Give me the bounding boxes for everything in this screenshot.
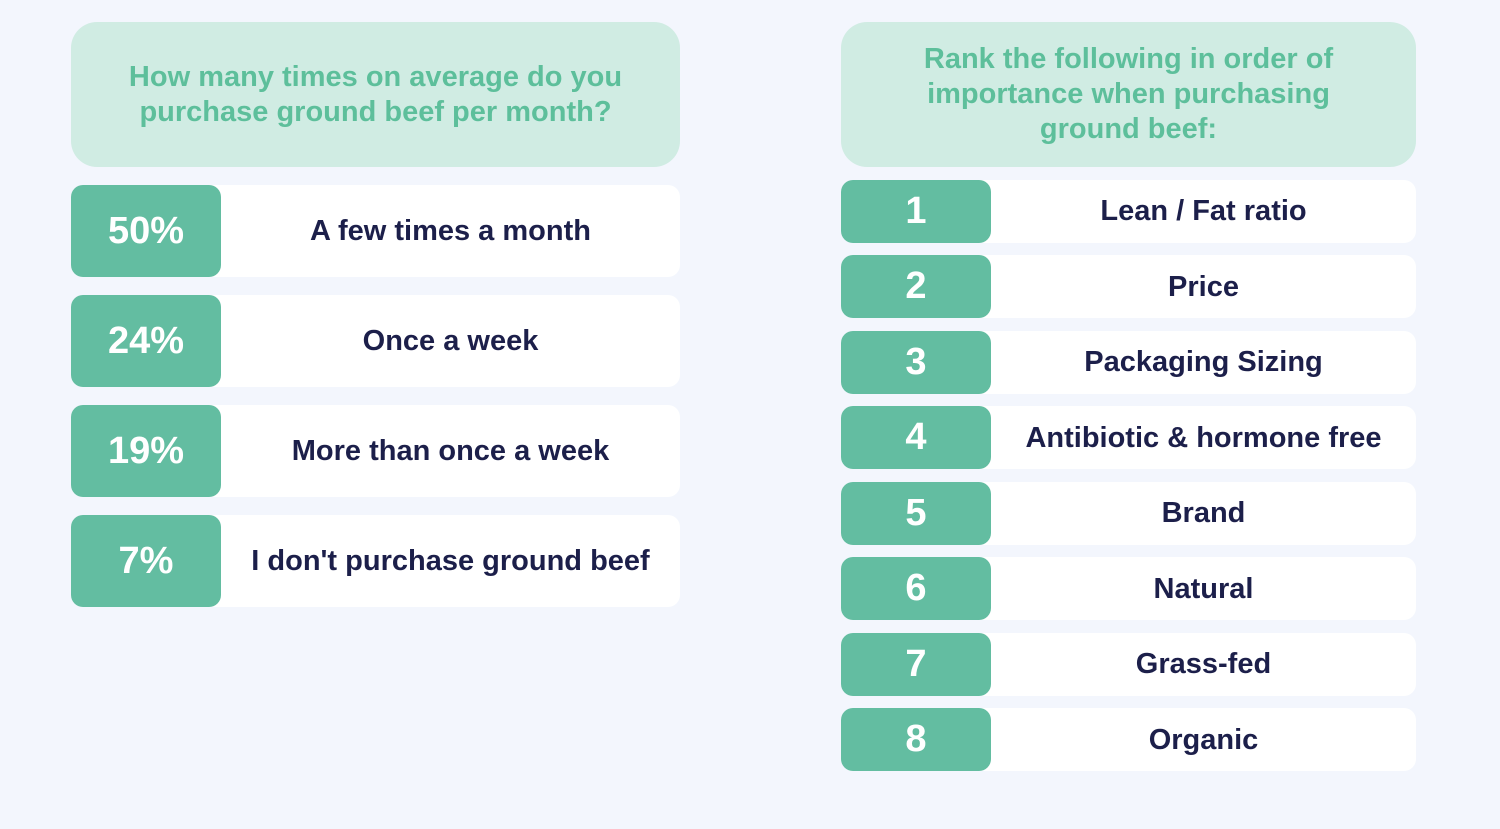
question: How many times on average do you purchas… bbox=[71, 22, 680, 167]
answer-label: Price bbox=[1168, 270, 1239, 303]
answer-row: 24% Once a week bbox=[71, 295, 680, 387]
answer-row: 2 Price bbox=[841, 255, 1416, 318]
answer-label: Packaging Sizing bbox=[1084, 346, 1323, 378]
ranking-panel: Rank the following in order of importanc… bbox=[841, 22, 1416, 771]
answer-row: 3 Packaging Sizing bbox=[841, 330, 1416, 394]
percent-badge: 24% bbox=[71, 295, 221, 387]
answer-label: Lean / Fat ratio bbox=[1100, 195, 1307, 227]
answer-row: 1 Lean / Fat ratio bbox=[841, 179, 1416, 243]
rank-badge: 7 bbox=[841, 632, 991, 696]
answer-row: 6 Natural bbox=[841, 557, 1416, 620]
frequency-panel: How many times on average do you purchas… bbox=[71, 22, 680, 607]
answer-row: 7 Grass-fed bbox=[841, 632, 1416, 696]
answer-label: A few times a month bbox=[310, 215, 591, 247]
percent-badge: 19% bbox=[71, 405, 221, 497]
answer-row: 7% I don't purchase ground beef bbox=[71, 515, 680, 607]
rank-badge: 4 bbox=[841, 406, 991, 469]
answer-row: 8 Organic bbox=[841, 708, 1416, 771]
answer-label: Natural bbox=[1153, 572, 1254, 605]
question: Rank the following in order of importanc… bbox=[841, 22, 1416, 167]
rank-badge: 2 bbox=[841, 255, 991, 318]
percent-badge: 50% bbox=[71, 185, 221, 277]
rank-badge: 3 bbox=[841, 330, 991, 394]
answer-label: I don't purchase ground beef bbox=[251, 545, 650, 577]
answer-label: Organic bbox=[1148, 723, 1259, 756]
answer-label: Antibiotic & hormone free bbox=[1025, 421, 1382, 454]
answer-label: Brand bbox=[1161, 497, 1246, 529]
answer-row: 19% More than once a week bbox=[71, 405, 680, 497]
rank-badge: 6 bbox=[841, 557, 991, 620]
answer-label: More than once a week bbox=[291, 435, 610, 467]
answer-row: 5 Brand bbox=[841, 481, 1416, 545]
answer-label: Grass-fed bbox=[1135, 648, 1272, 680]
answer-label: Once a week bbox=[362, 325, 539, 357]
answer-row: 50% A few times a month bbox=[71, 185, 680, 277]
answer-row: 4 Antibiotic & hormone free bbox=[841, 406, 1416, 469]
rank-badge: 8 bbox=[841, 708, 991, 771]
rank-badge: 5 bbox=[841, 481, 991, 545]
rank-badge: 1 bbox=[841, 179, 991, 243]
percent-badge: 7% bbox=[71, 515, 221, 607]
